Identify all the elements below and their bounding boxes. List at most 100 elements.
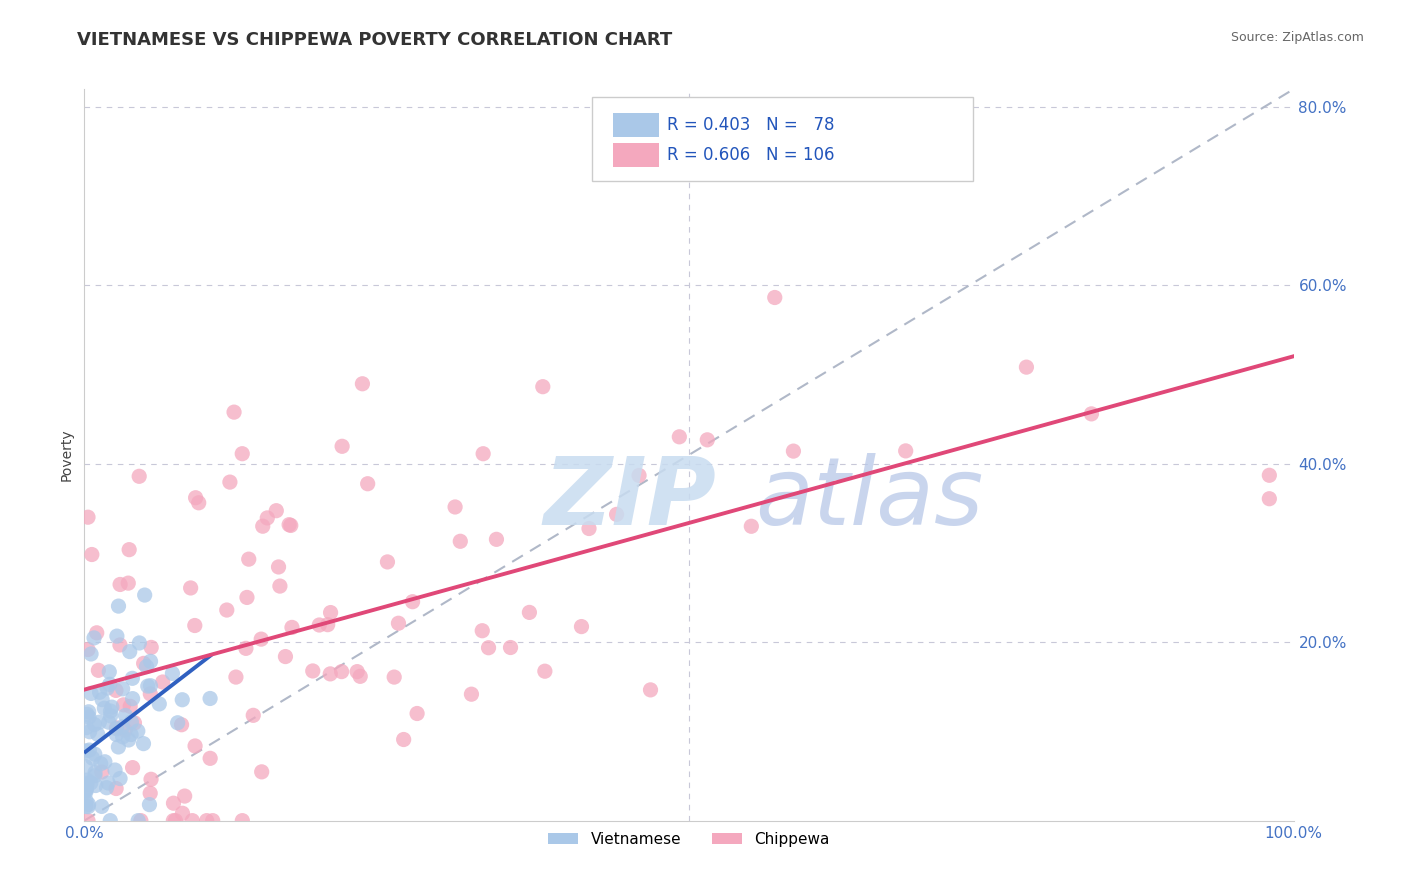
Point: [90, 765, 112, 780]
Point: [75, 799, 97, 814]
Point: [1258, 468, 1281, 483]
Point: [135, 659, 157, 673]
Point: [444, 500, 467, 514]
Point: [104, 763, 127, 777]
Point: [83, 631, 105, 645]
Point: [107, 599, 129, 613]
Text: Source: ZipAtlas.com: Source: ZipAtlas.com: [1230, 31, 1364, 45]
Point: [87, 663, 110, 677]
Point: [236, 591, 259, 605]
Point: [111, 720, 134, 734]
Point: [101, 700, 124, 714]
Point: [108, 638, 131, 652]
Point: [308, 618, 330, 632]
Point: [136, 679, 159, 693]
FancyBboxPatch shape: [592, 96, 973, 180]
Point: [499, 640, 522, 655]
Point: [170, 717, 193, 731]
Point: [80, 647, 103, 661]
Point: [83, 747, 105, 761]
Point: [90, 756, 112, 771]
Point: [121, 671, 143, 685]
Point: [406, 706, 429, 721]
Point: [181, 814, 204, 828]
Point: [77, 510, 100, 524]
Point: [94, 755, 117, 769]
FancyBboxPatch shape: [613, 143, 659, 168]
Point: [172, 806, 194, 821]
Point: [238, 552, 260, 566]
Point: [357, 476, 380, 491]
Point: [114, 708, 136, 723]
Point: [75, 744, 97, 758]
Point: [139, 654, 162, 668]
Point: [401, 595, 423, 609]
Point: [128, 636, 150, 650]
Point: [460, 687, 482, 701]
Point: [449, 534, 471, 549]
Point: [96, 780, 118, 795]
Point: [100, 709, 122, 723]
Point: [107, 739, 129, 754]
Text: VIETNAMESE VS CHIPPEWA POVERTY CORRELATION CHART: VIETNAMESE VS CHIPPEWA POVERTY CORRELATI…: [77, 31, 672, 49]
Point: [118, 542, 141, 557]
Point: [316, 617, 339, 632]
Point: [330, 665, 353, 679]
Point: [105, 721, 128, 735]
Point: [82, 751, 104, 765]
Point: [76, 782, 98, 797]
Point: [132, 737, 155, 751]
Point: [222, 405, 245, 419]
Point: [120, 699, 142, 714]
Point: [696, 433, 718, 447]
Point: [117, 576, 139, 591]
Point: [387, 616, 409, 631]
Point: [278, 517, 301, 532]
Point: [471, 624, 494, 638]
Point: [162, 814, 184, 828]
Point: [274, 649, 297, 664]
Point: [173, 789, 195, 803]
Point: [184, 618, 207, 632]
Point: [76, 777, 98, 791]
Point: [162, 666, 184, 681]
Point: [349, 669, 371, 683]
Point: [225, 670, 247, 684]
Point: [534, 664, 557, 678]
Point: [269, 579, 291, 593]
Point: [75, 759, 97, 773]
Point: [252, 519, 274, 533]
Point: [377, 555, 399, 569]
Point: [668, 430, 690, 444]
Point: [319, 606, 342, 620]
Point: [90, 799, 112, 814]
Point: [138, 797, 160, 812]
Point: [894, 443, 917, 458]
Point: [105, 722, 128, 736]
Point: [86, 625, 108, 640]
Point: [139, 687, 162, 701]
Point: [472, 447, 495, 461]
Point: [266, 504, 288, 518]
Point: [97, 715, 120, 730]
Point: [75, 794, 97, 808]
Point: [118, 644, 141, 658]
Point: [485, 533, 508, 547]
Y-axis label: Poverty: Poverty: [59, 429, 73, 481]
Point: [80, 776, 103, 790]
Point: [606, 508, 628, 522]
Point: [166, 715, 188, 730]
Point: [330, 439, 353, 453]
Point: [201, 814, 224, 828]
Point: [111, 730, 134, 744]
Point: [139, 786, 162, 800]
Point: [77, 710, 100, 724]
Point: [89, 715, 111, 730]
Point: [1258, 491, 1281, 506]
Point: [77, 642, 100, 657]
Point: [98, 665, 121, 679]
Point: [184, 739, 207, 753]
Point: [89, 685, 111, 699]
Point: [352, 376, 374, 391]
Point: [77, 799, 100, 814]
